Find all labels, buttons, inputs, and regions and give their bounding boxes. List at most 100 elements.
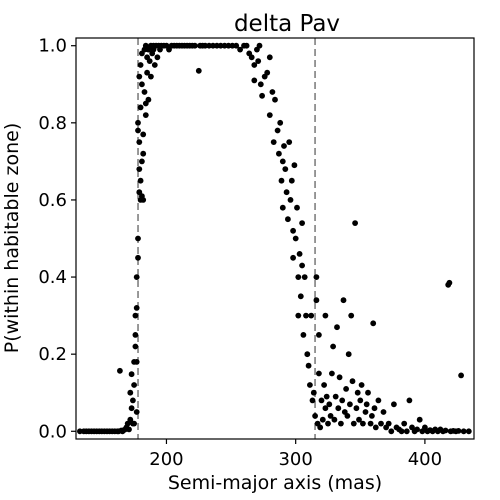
data-point: [270, 139, 277, 146]
data-point: [363, 401, 370, 408]
data-point: [117, 367, 123, 374]
data-point: [292, 235, 299, 242]
y-tick-label: 0.4: [38, 267, 67, 288]
data-point: [295, 312, 302, 319]
data-point: [290, 254, 296, 261]
data-point: [248, 54, 255, 61]
data-point: [465, 428, 472, 435]
data-point: [330, 343, 336, 350]
x-axis-ticks: 200 300 400: [149, 439, 442, 470]
data-point: [132, 332, 139, 338]
x-tick-label: 400: [408, 449, 442, 470]
data-point: [301, 274, 308, 280]
data-point: [133, 359, 140, 365]
data-point: [144, 69, 151, 76]
data-point: [154, 54, 161, 61]
data-point: [329, 370, 335, 377]
data-points: [77, 42, 472, 435]
data-point: [295, 274, 302, 280]
data-point: [135, 127, 141, 134]
data-point: [442, 427, 449, 434]
data-point: [290, 227, 296, 234]
data-point: [334, 324, 340, 331]
data-point: [128, 371, 135, 378]
data-point: [132, 343, 139, 350]
data-point: [360, 420, 366, 427]
data-point: [296, 251, 303, 257]
y-tick-label: 1.0: [38, 36, 67, 57]
y-tick-label: 0.0: [38, 421, 67, 442]
y-tick-label: 0.8: [38, 113, 67, 134]
data-point: [375, 397, 382, 404]
data-point: [192, 42, 198, 49]
data-point: [371, 405, 378, 412]
reference-lines: [137, 38, 316, 439]
data-point: [335, 405, 342, 412]
data-point: [322, 405, 329, 412]
data-point: [401, 420, 408, 427]
y-axis-label: P(within habitable zone): [1, 123, 23, 353]
data-point: [312, 413, 318, 419]
data-point: [137, 104, 144, 111]
data-point: [195, 67, 202, 74]
data-point: [398, 428, 405, 435]
data-point: [286, 139, 293, 146]
data-point: [130, 397, 136, 404]
data-point: [378, 420, 384, 427]
data-point: [313, 274, 320, 280]
data-point: [358, 382, 365, 388]
data-point: [458, 372, 464, 379]
data-point: [325, 420, 331, 427]
data-point: [344, 413, 351, 419]
data-point: [128, 405, 135, 412]
data-point: [308, 312, 315, 319]
data-point: [385, 420, 392, 427]
data-point: [367, 420, 374, 427]
data-point: [133, 305, 140, 311]
data-point: [255, 58, 262, 64]
data-point: [307, 382, 313, 388]
data-point: [354, 389, 361, 396]
data-point: [256, 42, 263, 49]
data-point: [272, 96, 278, 103]
data-point: [243, 42, 250, 49]
data-point: [127, 389, 134, 396]
data-point: [151, 62, 158, 68]
data-point: [140, 197, 147, 203]
data-point: [319, 416, 326, 423]
data-point: [345, 351, 352, 358]
data-point: [299, 262, 305, 269]
data-point: [446, 279, 453, 286]
data-point: [356, 416, 362, 423]
data-point: [294, 204, 300, 211]
data-point: [287, 197, 294, 203]
y-axis-ticks: 0.0 0.2 0.4 0.6 0.8 1.0: [38, 36, 76, 442]
data-point: [340, 297, 347, 304]
data-point: [139, 158, 145, 165]
data-point: [276, 150, 282, 157]
data-point: [406, 397, 413, 404]
data-point: [348, 312, 355, 319]
data-point: [279, 158, 286, 165]
data-point: [336, 374, 343, 381]
data-point: [455, 428, 462, 434]
data-point: [303, 312, 309, 319]
data-point: [331, 416, 338, 423]
data-point: [145, 96, 152, 103]
data-point: [259, 92, 265, 99]
data-point: [338, 420, 344, 427]
data-point: [357, 397, 364, 404]
data-point: [133, 409, 140, 415]
data-point: [362, 409, 369, 415]
data-point: [148, 73, 154, 80]
data-point: [352, 220, 358, 227]
data-point: [316, 332, 322, 338]
data-point: [288, 177, 295, 184]
data-point: [285, 216, 291, 223]
data-point: [372, 424, 379, 431]
data-point: [309, 397, 316, 404]
data-point: [140, 150, 147, 157]
axes-frame: [75, 37, 475, 440]
data-point: [380, 409, 387, 415]
data-point: [281, 143, 287, 149]
